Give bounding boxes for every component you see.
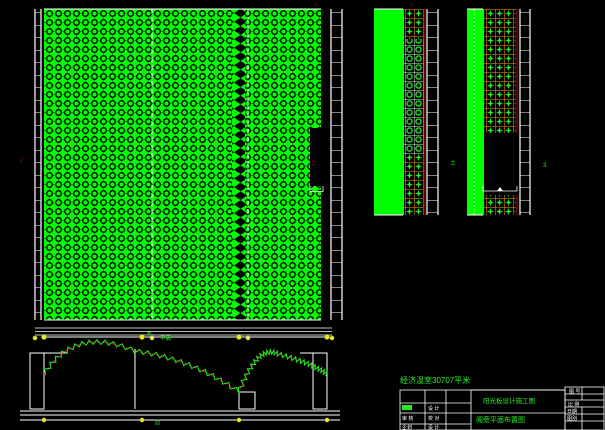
svg-text:园: 园 [155, 420, 160, 426]
svg-text:阁旁平面布置图: 阁旁平面布置图 [476, 415, 525, 424]
svg-text:2: 2 [315, 3, 318, 9]
svg-text:经济温室30707平米: 经济温室30707平米 [400, 375, 470, 385]
svg-text:企划: 企划 [402, 424, 412, 430]
svg-text:2: 2 [410, 3, 413, 9]
svg-text:图 号: 图 号 [569, 389, 580, 395]
svg-text:校 对: 校 对 [428, 415, 439, 422]
svg-text:设 计: 设 计 [428, 405, 439, 412]
svg-text:设 计: 设 计 [428, 424, 439, 430]
svg-text:阳光板设计施工图: 阳光板设计施工图 [483, 396, 535, 405]
svg-text:审 核: 审 核 [402, 415, 413, 422]
svg-text:土: 土 [311, 159, 317, 167]
svg-text:平面: 平面 [160, 335, 172, 342]
svg-text:日期: 日期 [567, 409, 577, 415]
svg-text:土: 土 [450, 159, 456, 167]
svg-text:比 例: 比 例 [568, 401, 579, 408]
svg-text:2: 2 [20, 158, 23, 164]
svg-text:图別: 图別 [567, 415, 577, 422]
